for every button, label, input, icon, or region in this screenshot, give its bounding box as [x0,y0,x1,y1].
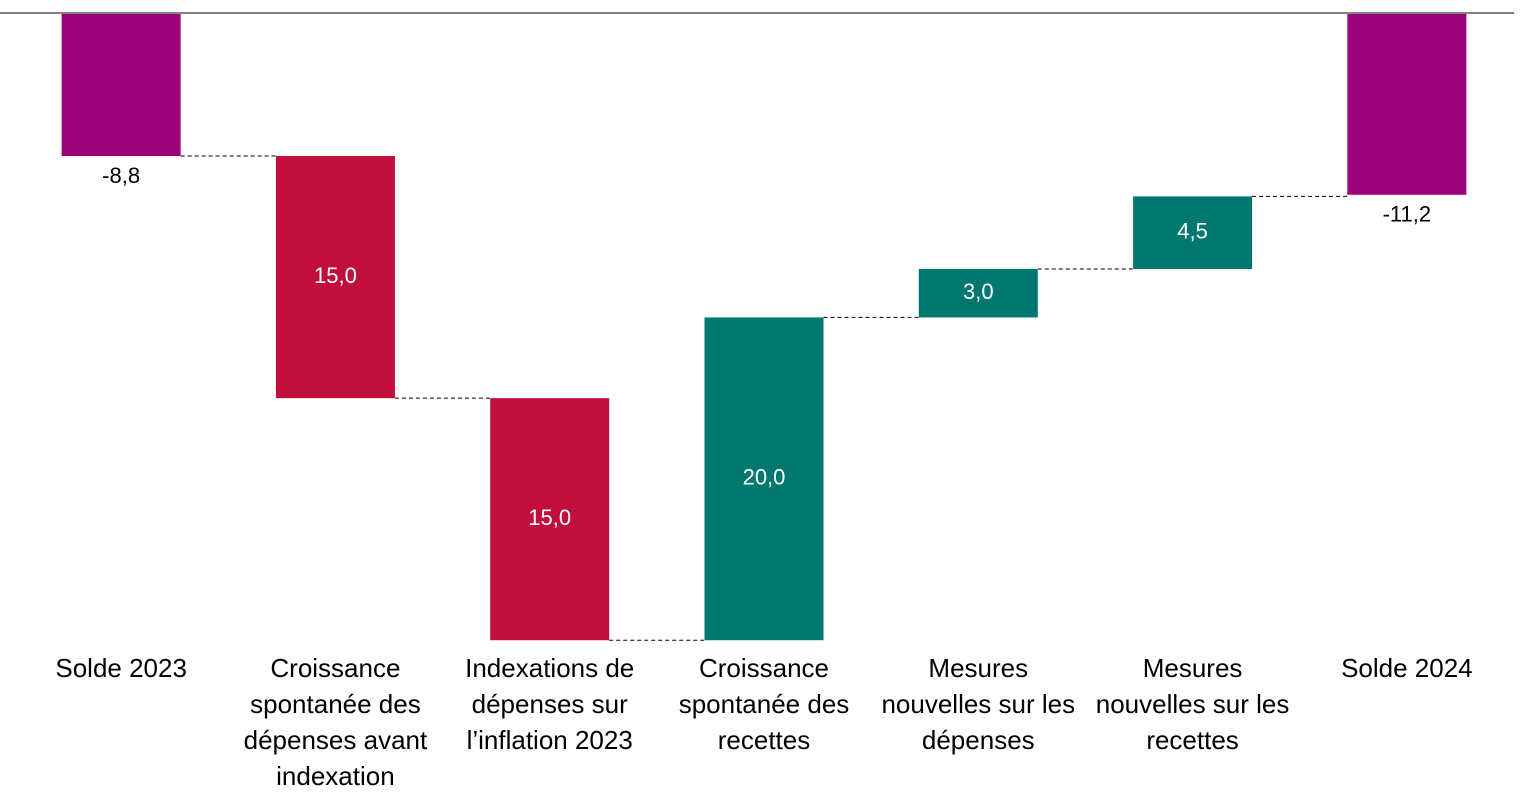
x-tick-label: Croissance spontanée des recettes [678,653,850,755]
value-label: -11,2 [1383,202,1432,227]
value-label: 20,0 [743,465,786,490]
bar [275,156,395,399]
value-label: -8,8 [102,163,140,188]
x-tick-label: Croissance spontanée des dépenses avant … [243,653,428,791]
bar [704,317,824,641]
x-tick-label: Solde 2024 [1341,653,1473,683]
value-label: 15,0 [528,505,571,530]
bar [61,14,181,157]
bar [918,269,1038,318]
value-label: 4,5 [1177,219,1208,244]
x-tick-label: Solde 2023 [55,653,187,683]
value-label: 3,0 [963,279,994,304]
bar [1347,14,1467,195]
bar [490,398,610,641]
x-tick-label: Mesures nouvelles sur les recettes [1095,653,1290,755]
x-tick-label: Indexations de dépenses sur l’inflation … [465,653,635,755]
value-label: 15,0 [314,263,357,288]
bar [1133,196,1253,270]
x-tick-label: Mesures nouvelles sur les dépenses [881,653,1076,755]
